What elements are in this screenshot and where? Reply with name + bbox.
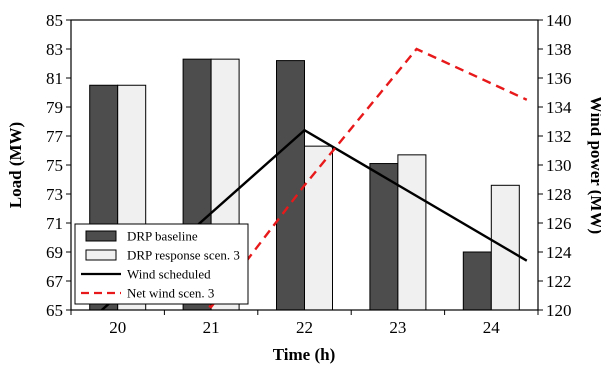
x-tick-label: 20 <box>109 318 126 337</box>
y-axis-title: Load (MW) <box>6 122 25 208</box>
y2-axis-title: Wind power (MW) <box>587 96 601 234</box>
x-tick-label: 23 <box>389 318 406 337</box>
left-tick-label: 73 <box>46 185 63 204</box>
left-axis-ticks: 65 67 69 71 73 75 77 79 81 83 85 <box>46 11 71 320</box>
legend: DRP baseline DRP response scen. 3 Wind sch… <box>74 223 249 305</box>
right-tick-label: 136 <box>546 69 572 88</box>
right-tick-label: 124 <box>546 243 572 262</box>
right-tick-label: 140 <box>546 11 572 30</box>
bar-response-23 <box>397 154 427 311</box>
x-axis-ticks: 20 21 22 23 24 <box>70 310 539 337</box>
right-tick-label: 126 <box>546 214 572 233</box>
bar-baseline-23 <box>369 163 399 311</box>
bar-response-22 <box>304 145 333 311</box>
right-tick-label: 132 <box>546 127 572 146</box>
right-tick-label: 138 <box>546 40 572 59</box>
left-tick-label: 75 <box>46 156 63 175</box>
left-tick-label: 69 <box>46 243 63 262</box>
right-tick-label: 128 <box>546 185 572 204</box>
left-tick-label: 71 <box>46 214 63 233</box>
x-tick-label: 22 <box>296 318 313 337</box>
left-tick-label: 85 <box>46 11 63 30</box>
legend-baseline-swatch <box>85 230 117 242</box>
left-tick-label: 81 <box>46 69 63 88</box>
right-tick-label: 122 <box>546 272 572 291</box>
legend-response-label: DRP response scen. 3 <box>127 248 240 263</box>
left-tick-label: 79 <box>46 98 63 117</box>
bar-baseline-24 <box>462 251 492 311</box>
legend-baseline-label: DRP baseline <box>127 229 198 244</box>
right-axis-ticks: 120 122 124 126 128 130 132 134 136 138 140 <box>538 11 572 320</box>
left-tick-label: 67 <box>46 272 64 291</box>
x-tick-label: 24 <box>483 318 501 337</box>
legend-response-swatch <box>85 249 117 261</box>
right-tick-label: 120 <box>546 301 572 320</box>
right-tick-label: 130 <box>546 156 572 175</box>
left-tick-label: 83 <box>46 40 63 59</box>
legend-net-wind-label: Net wind scen. 3 <box>127 286 214 301</box>
legend-wind-scheduled-label: Wind scheduled <box>127 267 211 282</box>
left-tick-label: 77 <box>46 127 64 146</box>
x-axis-title: Time (h) <box>273 345 336 364</box>
left-tick-label: 65 <box>46 301 63 320</box>
right-tick-label: 134 <box>546 98 572 117</box>
bar-baseline-22 <box>276 60 305 311</box>
x-tick-label: 21 <box>203 318 220 337</box>
